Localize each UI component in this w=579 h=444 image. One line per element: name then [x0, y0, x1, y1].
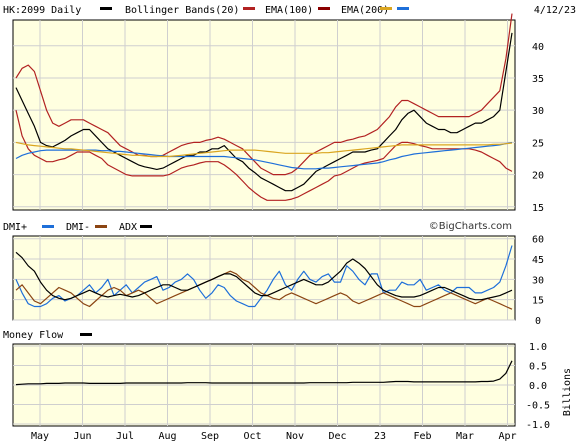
x-tick-label: Apr [498, 431, 516, 442]
legend-ema100: EMA(100) [265, 5, 313, 16]
series-dmi [15, 270, 513, 310]
y-tick-label: 60 [532, 235, 544, 246]
dmi-y-axis: 0 15 30 45 60 [532, 235, 544, 327]
price-legend-swatch [100, 7, 112, 10]
ema200-legend-swatch [380, 7, 392, 10]
series-ema-100 [15, 141, 513, 170]
price-y-axis: 15 20 25 30 35 40 [532, 42, 544, 214]
y-tick-label: 30 [532, 106, 544, 117]
y-tick-label: 20 [532, 171, 544, 182]
series-price [15, 32, 513, 192]
money-flow-swatch [80, 333, 92, 336]
legend-dmi-minus: DMI- [66, 222, 90, 233]
money-flow-y-axis: -1.0 -0.5 0.0 0.5 1.0 [526, 342, 550, 431]
y-tick-label: 15 [532, 296, 544, 307]
legend-dmi-plus: DMI+ [3, 222, 27, 233]
legend-money-flow: Money Flow [3, 330, 64, 341]
series-adx [15, 251, 513, 301]
dmi-series [15, 245, 513, 310]
x-tick-label: Feb [413, 431, 431, 442]
series-bollinger-upper [15, 13, 513, 176]
x-axis: May Jun Jul Aug Sep Oct Nov Dec 23 Feb Mar Apr [31, 431, 517, 442]
y-tick-label: 1.0 [529, 342, 547, 353]
y-tick-label: -1.0 [526, 420, 550, 431]
x-tick-label: Nov [286, 431, 304, 442]
adx-swatch [140, 225, 152, 228]
y-tick-label: 0.0 [529, 381, 547, 392]
legend-adx: ADX [119, 222, 137, 233]
x-tick-label: Aug [158, 431, 176, 442]
money-flow-grid [13, 344, 515, 426]
price-panel [12, 19, 516, 211]
y-tick-label: 35 [532, 74, 544, 85]
bollinger-legend-swatch [243, 7, 255, 10]
x-tick-label: Jun [73, 431, 91, 442]
price-grid [13, 20, 515, 210]
y-tick-label: 30 [532, 275, 544, 286]
y-tick-label: 45 [532, 255, 544, 266]
blue-legend-swatch [397, 7, 409, 10]
dmi-minus-swatch [95, 225, 107, 228]
series-ema-200 [15, 141, 513, 158]
y-tick-label: 40 [532, 42, 544, 53]
y-tick-label: 0.5 [529, 361, 547, 372]
watermark: ©BigCharts.com [429, 221, 512, 232]
x-tick-label: Oct [243, 431, 261, 442]
price-series [15, 13, 513, 201]
ema100-legend-swatch [318, 7, 330, 10]
x-tick-label: Jul [116, 431, 134, 442]
y-tick-label: -0.5 [526, 401, 550, 412]
y-tick-label: 25 [532, 138, 544, 149]
dmi-plus-swatch [42, 225, 54, 228]
series-money-flow [15, 360, 513, 386]
legend-bollinger: Bollinger Bands(20) [125, 5, 239, 16]
series-bollinger-lower [15, 110, 513, 201]
legend-ema200: EMA(200) [341, 5, 389, 16]
x-tick-label: Sep [201, 431, 219, 442]
money-flow-series [15, 360, 513, 386]
x-tick-label: Dec [328, 431, 346, 442]
chart-date: 4/12/23 [534, 5, 576, 16]
x-tick-label: Mar [456, 431, 474, 442]
y-tick-label: 0 [535, 316, 541, 327]
dmi-panel [12, 235, 516, 321]
y-tick-label: 15 [532, 203, 544, 214]
x-tick-label: May [31, 431, 49, 442]
symbol-label: HK:2099 Daily [3, 5, 81, 16]
money-flow-unit: Billions [562, 368, 573, 416]
x-tick-label: 23 [374, 431, 386, 442]
